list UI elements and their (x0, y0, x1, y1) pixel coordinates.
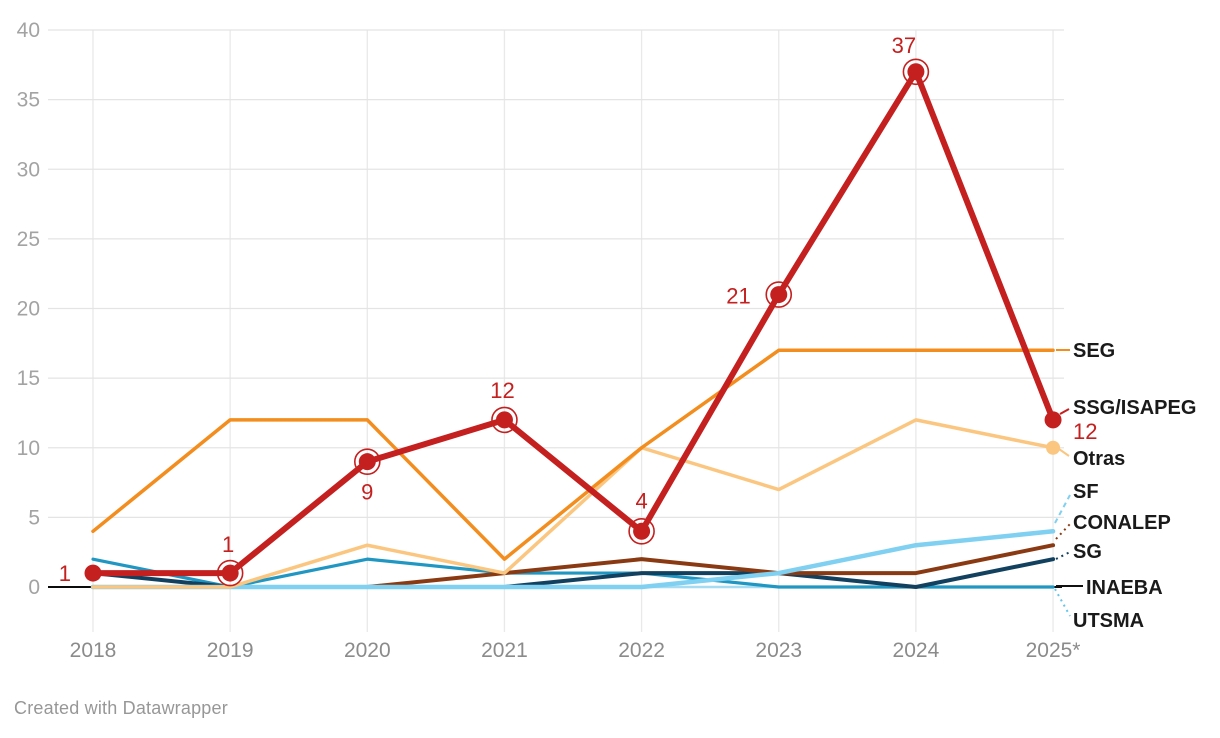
label-connector (1054, 588, 1071, 617)
point-value-label: 37 (892, 33, 916, 58)
series-end-label-INAEBA: INAEBA (1086, 577, 1163, 599)
y-tick-label: 10 (17, 437, 40, 460)
highlight-point-marker (907, 63, 925, 81)
series-line-SEG (91, 348, 1055, 561)
series-line-Otras (91, 418, 1055, 589)
highlight-point-ring (353, 448, 381, 475)
point-value-label: 9 (361, 480, 373, 505)
highlight-point-marker (358, 453, 376, 471)
series-end-label-SSG/ISAPEG: SSG/ISAPEG (1073, 397, 1196, 419)
x-tick-label: 2021 (481, 639, 528, 662)
series-end-label-Otras: Otras (1073, 448, 1125, 470)
series-end-label-UTSMA: UTSMA (1073, 610, 1144, 632)
label-connector (1055, 523, 1071, 540)
point-value-label: 1 (59, 561, 71, 586)
label-connector (1055, 551, 1071, 560)
y-tick-label: 30 (17, 158, 40, 181)
y-tick-label: 5 (28, 506, 40, 529)
x-tick-label: 2022 (618, 639, 665, 662)
highlight-point-marker (770, 286, 788, 304)
y-tick-label: 40 (17, 19, 40, 42)
highlight-point-marker (495, 411, 513, 429)
y-tick-label: 15 (17, 367, 40, 390)
label-connector (1054, 494, 1071, 524)
otras-end-marker (1046, 440, 1061, 455)
x-tick-label: 2024 (893, 639, 940, 662)
y-tick-label: 25 (17, 228, 40, 251)
highlight-point-ring (765, 281, 793, 308)
series-line-INAEBA (91, 557, 1055, 589)
highlight-point-marker (84, 564, 102, 582)
chart-canvas: 0 5 10 15 20 25 30 35 40 2018 2019 2020 2021 2022 2023… (17, 19, 1197, 662)
series-line-SF (90, 529, 1056, 590)
series-end-label-SF: SF (1073, 481, 1099, 503)
x-tick-label: 2023 (755, 639, 802, 662)
highlight-point-ring (216, 559, 244, 587)
datawrapper-credit: Created with Datawrapper (14, 698, 228, 718)
point-value-label: 1 (222, 532, 234, 557)
y-tick-label: 0 (28, 576, 40, 599)
point-value-label: 12 (490, 378, 514, 403)
highlight-point-marker (221, 564, 239, 582)
label-connector (1059, 408, 1070, 415)
x-tick-label: 2019 (207, 639, 254, 662)
highlight-point-ring (902, 58, 930, 86)
series-end-label-SEG: SEG (1073, 340, 1115, 362)
label-connector (1058, 448, 1070, 457)
series-end-label-SG: SG (1073, 541, 1102, 563)
highlight-end-value-label: 12 (1073, 419, 1097, 444)
x-tick-label: 2018 (70, 639, 117, 662)
y-tick-label: 35 (17, 89, 40, 112)
highlight-point-marker (1044, 411, 1062, 429)
point-value-label: 4 (635, 488, 647, 513)
series-end-label-CONALEP: CONALEP (1073, 512, 1171, 534)
x-tick-label: 2020 (344, 639, 391, 662)
highlight-point-ring (628, 517, 655, 545)
y-tick-label: 20 (17, 298, 40, 321)
x-tick-label: 2025* (1026, 639, 1081, 662)
highlight-point-ring (491, 406, 518, 434)
point-value-label: 21 (726, 284, 750, 309)
highlight-point-marker (633, 522, 651, 540)
series-line-SSG/ISAPEG (90, 68, 1057, 577)
